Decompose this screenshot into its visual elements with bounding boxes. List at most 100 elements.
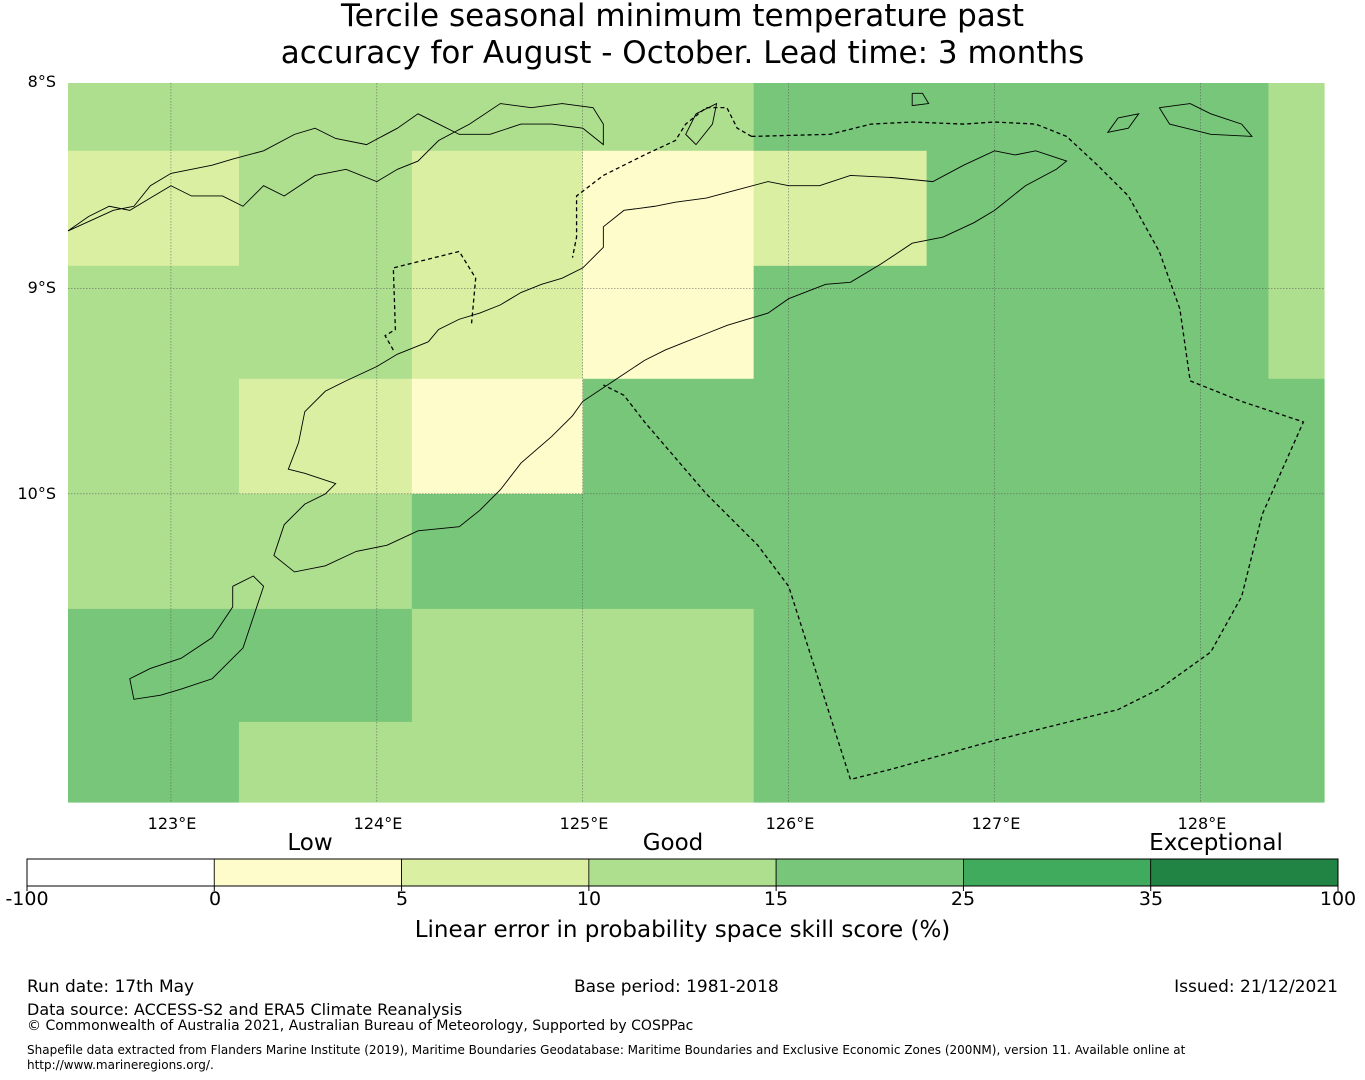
coastline — [1106, 113, 1140, 133]
grid-cell — [411, 608, 584, 723]
grid-cell — [753, 378, 928, 495]
grid-cell — [1097, 265, 1270, 380]
grid-cell — [1268, 608, 1325, 723]
category-exceptional: Exceptional — [1149, 830, 1283, 856]
eez-boundary — [384, 250, 477, 351]
coastline — [911, 92, 930, 107]
colorbar-tick: 10 — [576, 888, 602, 910]
colorbar-bin — [401, 858, 590, 887]
category-good: Good — [642, 830, 704, 856]
grid-cell — [1268, 265, 1325, 380]
grid-cell — [68, 493, 240, 610]
grid-cell — [753, 493, 928, 610]
grid-cell — [68, 721, 240, 803]
grid-cell — [582, 150, 755, 267]
grid-cell — [582, 721, 755, 803]
grid-cell — [411, 721, 584, 803]
graticule — [68, 83, 1324, 802]
lon-label-126e: 126°E — [765, 814, 815, 833]
coastline — [1158, 103, 1253, 137]
grid-cell — [411, 150, 584, 267]
grid-cell — [411, 493, 584, 610]
grid-cell — [753, 150, 928, 267]
grid-cell — [1097, 150, 1270, 267]
category-low: Low — [287, 830, 333, 856]
lat-label-8s: 8°S — [27, 72, 56, 91]
colorbar-label: Linear error in probability space skill … — [414, 917, 951, 943]
grid-cell — [238, 721, 413, 803]
grid-cell — [582, 378, 755, 495]
grid-cell — [411, 265, 584, 380]
data-source: Data source: ACCESS-S2 and ERA5 Climate … — [27, 1000, 463, 1019]
grid-cell — [1097, 493, 1270, 610]
grid-cell — [582, 83, 755, 152]
lat-label-9s: 9°S — [27, 278, 56, 297]
lon-label-123e: 123°E — [147, 814, 197, 833]
grid-cell — [238, 83, 413, 152]
colorbar-bin — [588, 858, 777, 887]
grid-cell — [1097, 721, 1270, 803]
colorbar-tick: 15 — [763, 888, 789, 910]
colorbar-tick: 5 — [395, 888, 409, 910]
grid-cell — [926, 378, 1099, 495]
coastline — [129, 575, 265, 700]
colorbar-bin — [963, 858, 1152, 887]
eez-boundary — [603, 121, 1305, 781]
maritime-boundaries — [384, 107, 1305, 781]
grid-cell — [926, 83, 1099, 152]
grid-cell — [238, 265, 413, 380]
grid-cell — [68, 608, 240, 723]
grid-cell — [926, 493, 1099, 610]
grid-cell — [68, 150, 240, 267]
grid-cell — [753, 265, 928, 380]
grid-cell — [1097, 378, 1270, 495]
coastline — [685, 102, 718, 146]
map-title-line2: accuracy for August - October. Lead time… — [280, 35, 1085, 71]
grid-cell — [68, 265, 240, 380]
issued-date: Issued: 21/12/2021 — [1174, 977, 1338, 997]
shapefile-credit-line2: http://www.marineregions.org/. — [27, 1058, 214, 1072]
grid-cell — [68, 83, 240, 152]
copyright: © Commonwealth of Australia 2021, Austra… — [27, 1018, 694, 1034]
grid-cell — [582, 265, 755, 380]
grid-cell — [753, 608, 928, 723]
colorbar — [26, 858, 1339, 891]
lon-label-125e: 125°E — [559, 814, 609, 833]
colorbar-bin — [213, 858, 402, 887]
colorbar-tick: -100 — [5, 888, 49, 910]
grid-cell — [582, 608, 755, 723]
grid-cell — [582, 493, 755, 610]
colorbar-tick: 0 — [208, 888, 222, 910]
colorbar-tick: 35 — [1138, 888, 1164, 910]
colorbar-bin — [1150, 858, 1339, 887]
grid-cell — [411, 378, 584, 495]
lon-label-128e: 128°E — [1177, 814, 1227, 833]
colorbar-tick: 25 — [950, 888, 976, 910]
grid-cell — [238, 378, 413, 495]
colorbar-frame — [26, 858, 1339, 887]
run-date: Run date: 17th May — [27, 977, 195, 997]
grid-cell — [1268, 83, 1325, 152]
colorbar-bin — [775, 858, 964, 887]
grid-cell — [926, 721, 1099, 803]
coastlines — [67, 92, 1253, 700]
grid-cell — [68, 378, 240, 495]
grid-cell — [238, 608, 413, 723]
grid-cell — [753, 83, 928, 152]
eez-boundary — [571, 107, 752, 258]
grid-cells — [68, 83, 1325, 803]
grid-cell — [238, 150, 413, 267]
lon-label-124e: 124°E — [353, 814, 403, 833]
grid-cell — [1268, 150, 1325, 267]
lat-label-10s: 10°S — [17, 484, 56, 503]
coastline — [67, 103, 604, 232]
colorbar-tick: 100 — [1319, 888, 1357, 910]
grid-cell — [926, 265, 1099, 380]
grid-cell — [1268, 493, 1325, 610]
colorbar-bin — [26, 858, 215, 887]
shapefile-credit-line1: Shapefile data extracted from Flanders M… — [27, 1043, 1186, 1057]
grid-cell — [926, 608, 1099, 723]
grid-cell — [753, 721, 928, 803]
base-period: Base period: 1981-2018 — [574, 977, 779, 997]
